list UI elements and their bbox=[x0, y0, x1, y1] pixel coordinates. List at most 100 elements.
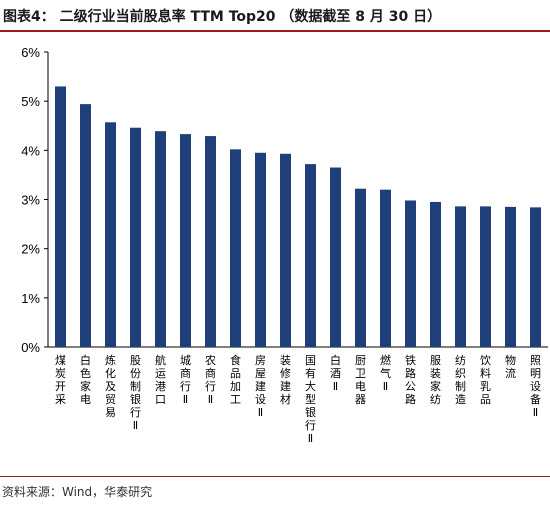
svg-text:有: 有 bbox=[305, 366, 316, 380]
bars bbox=[55, 86, 541, 347]
svg-text:品: 品 bbox=[230, 367, 241, 380]
svg-text:备: 备 bbox=[530, 392, 541, 406]
svg-text:大: 大 bbox=[305, 379, 316, 393]
svg-text:农: 农 bbox=[205, 353, 216, 367]
svg-text:行: 行 bbox=[180, 380, 191, 393]
bar bbox=[305, 164, 316, 347]
svg-text:设: 设 bbox=[255, 393, 266, 406]
svg-text:修: 修 bbox=[280, 366, 291, 380]
svg-text:商: 商 bbox=[205, 366, 216, 380]
bar bbox=[405, 200, 416, 347]
svg-text:制: 制 bbox=[130, 380, 141, 393]
svg-text:贸: 贸 bbox=[105, 393, 116, 406]
svg-text:份: 份 bbox=[130, 367, 141, 380]
bar bbox=[430, 201, 441, 347]
svg-text:铁: 铁 bbox=[405, 354, 416, 367]
svg-text:纺: 纺 bbox=[430, 392, 441, 406]
svg-text:银: 银 bbox=[130, 392, 141, 406]
svg-text:燃: 燃 bbox=[380, 353, 391, 367]
bar bbox=[355, 188, 366, 347]
svg-text:加: 加 bbox=[230, 380, 241, 393]
bar bbox=[455, 206, 466, 347]
bar bbox=[480, 206, 491, 347]
y-tick-label: 5% bbox=[21, 94, 40, 109]
svg-text:乳: 乳 bbox=[480, 380, 491, 393]
y-tick-label: 4% bbox=[21, 143, 40, 158]
svg-text:厨: 厨 bbox=[355, 354, 366, 367]
y-tick-label: 6% bbox=[21, 45, 40, 60]
svg-text:Ⅱ: Ⅱ bbox=[133, 419, 138, 432]
svg-text:路: 路 bbox=[405, 393, 416, 406]
svg-text:饮: 饮 bbox=[480, 354, 491, 367]
svg-text:食: 食 bbox=[230, 353, 241, 367]
svg-text:料: 料 bbox=[480, 366, 491, 380]
svg-text:及: 及 bbox=[105, 380, 116, 393]
svg-text:Ⅱ: Ⅱ bbox=[533, 406, 538, 419]
bar bbox=[255, 152, 266, 347]
svg-text:运: 运 bbox=[155, 367, 166, 380]
svg-text:航: 航 bbox=[155, 353, 166, 367]
svg-text:炭: 炭 bbox=[55, 367, 66, 380]
svg-text:品: 品 bbox=[480, 393, 491, 406]
svg-text:白: 白 bbox=[330, 353, 341, 367]
svg-text:口: 口 bbox=[155, 393, 166, 406]
bar-chart: 0%1%2%3%4%5%6% 煤炭开采白色家电炼化及贸易股份制银行Ⅱ航运港口城商… bbox=[21, 45, 548, 445]
bar bbox=[80, 104, 91, 347]
svg-text:织: 织 bbox=[455, 367, 466, 380]
svg-text:物: 物 bbox=[505, 353, 516, 367]
svg-text:器: 器 bbox=[355, 393, 366, 406]
svg-text:白: 白 bbox=[80, 353, 91, 367]
bar bbox=[330, 167, 341, 347]
svg-text:流: 流 bbox=[505, 366, 516, 380]
svg-text:Ⅱ: Ⅱ bbox=[258, 406, 263, 419]
bar bbox=[280, 153, 291, 347]
svg-text:易: 易 bbox=[105, 406, 116, 419]
svg-text:电: 电 bbox=[355, 380, 366, 393]
svg-text:明: 明 bbox=[530, 367, 541, 380]
source-note: 资料来源：Wind，华泰研究 bbox=[2, 485, 153, 499]
svg-text:色: 色 bbox=[80, 366, 91, 380]
svg-text:建: 建 bbox=[280, 379, 291, 393]
svg-text:路: 路 bbox=[405, 367, 416, 380]
svg-text:Ⅱ: Ⅱ bbox=[183, 393, 188, 406]
svg-text:装: 装 bbox=[280, 354, 291, 367]
svg-text:国: 国 bbox=[305, 354, 316, 367]
y-tick-label: 3% bbox=[21, 193, 40, 208]
x-axis-labels: 煤炭开采白色家电炼化及贸易股份制银行Ⅱ航运港口城商行Ⅱ农商行Ⅱ食品加工房屋建设Ⅱ… bbox=[55, 353, 541, 445]
svg-text:行: 行 bbox=[130, 406, 141, 419]
y-tick-label: 0% bbox=[21, 340, 40, 355]
bar bbox=[130, 127, 141, 347]
svg-text:工: 工 bbox=[230, 393, 241, 406]
svg-text:Ⅱ: Ⅱ bbox=[333, 380, 338, 393]
bar bbox=[155, 131, 166, 347]
svg-text:卫: 卫 bbox=[355, 367, 366, 380]
svg-text:家: 家 bbox=[80, 379, 91, 393]
svg-text:纺: 纺 bbox=[455, 353, 466, 367]
figure-header: 图表4： 二级行业当前股息率 TTM Top20 （数据截至 8 月 30 日） bbox=[0, 0, 550, 32]
svg-text:照: 照 bbox=[530, 354, 541, 367]
y-tick-label: 1% bbox=[21, 291, 40, 306]
figure-title: 图表4： 二级行业当前股息率 TTM Top20 （数据截至 8 月 30 日） bbox=[3, 9, 442, 25]
svg-text:城: 城 bbox=[180, 354, 191, 367]
bar bbox=[55, 86, 66, 347]
figure-footer: 资料来源：Wind，华泰研究 bbox=[0, 476, 550, 505]
bar bbox=[105, 122, 116, 347]
svg-text:屋: 屋 bbox=[255, 367, 266, 380]
svg-text:家: 家 bbox=[430, 379, 441, 393]
svg-text:材: 材 bbox=[280, 392, 291, 406]
svg-text:采: 采 bbox=[55, 393, 66, 406]
svg-text:开: 开 bbox=[55, 380, 66, 393]
svg-text:港: 港 bbox=[155, 380, 166, 393]
x-tick-label: 物流 bbox=[505, 353, 516, 380]
